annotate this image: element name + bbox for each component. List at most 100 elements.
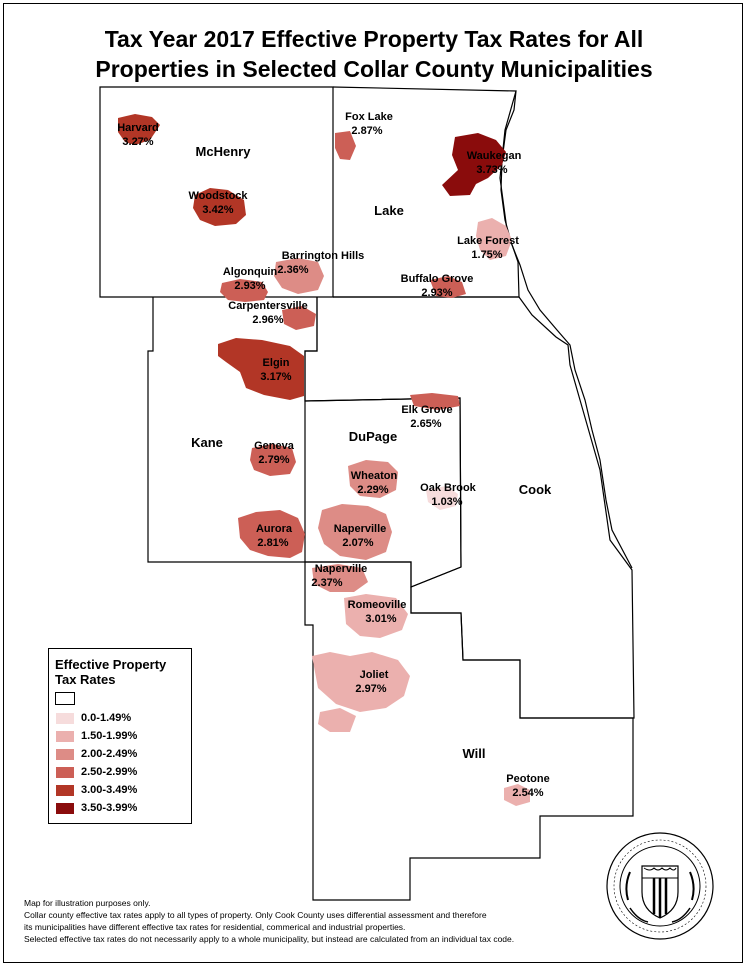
legend-title: Effective Property Tax Rates [55, 657, 166, 687]
oak-brook-name: Oak Brook [420, 482, 477, 494]
woodstock-area [193, 188, 246, 226]
county-label-lake: Lake [374, 203, 404, 218]
note-line: its municipalities have different effect… [24, 922, 406, 932]
woodstock-rate: 3.42% [202, 204, 233, 216]
joliet-rate: 2.97% [355, 683, 386, 695]
naperville-dupage-area [318, 504, 392, 560]
legend-item: 3.50-3.99% [55, 801, 137, 815]
waukegan-rate: 3.73% [476, 164, 507, 176]
map-title: Tax Year 2017 Effective Property Tax Rat… [0, 24, 748, 84]
naperville-dupage-rate: 2.07% [342, 537, 373, 549]
legend-empty-swatch [55, 691, 81, 705]
note-line: Selected effective tax rates do not nece… [24, 934, 515, 944]
municipality-shapes [118, 114, 530, 806]
elgin-rate: 3.17% [260, 371, 291, 383]
peotone-rate: 2.54% [512, 787, 543, 799]
buffalo-grove-area [430, 276, 466, 298]
legend-item: 0.0-1.49% [55, 711, 131, 725]
fox-lake-area [335, 131, 356, 160]
county-label-will: Will [463, 746, 486, 761]
fox-lake-rate: 2.87% [351, 125, 382, 137]
naperville-will-area [312, 564, 368, 592]
aurora-area [238, 510, 305, 558]
waukegan-name: Waukegan [467, 150, 522, 162]
note-line: Collar county effective tax rates apply … [24, 910, 487, 920]
buffalo-grove-rate: 2.93% [421, 287, 452, 299]
legend-title-line-2: Tax Rates [55, 672, 116, 687]
legend-title-line-1: Effective Property [55, 657, 167, 672]
algonquin-area [220, 279, 268, 302]
wheaton-rate: 2.29% [357, 484, 388, 496]
romeoville-name: Romeoville [348, 599, 407, 611]
elk-grove-rate: 2.65% [410, 418, 441, 430]
geneva-rate: 2.79% [258, 454, 289, 466]
cook-boundary [304, 296, 635, 719]
legend-swatch-4 [55, 783, 75, 797]
legend-swatch-2 [55, 747, 75, 761]
naperville-will-name: Naperville [315, 563, 368, 575]
map-frame [3, 3, 743, 963]
peotone-name: Peotone [506, 773, 549, 785]
wheaton-area [348, 460, 398, 498]
naperville-will-rate: 2.37% [311, 577, 342, 589]
elk-grove-area [410, 393, 460, 410]
county-labels: McHenry Lake Kane DuPage Cook Will [191, 144, 552, 761]
municipality-labels: Harvard 3.27% Woodstock 3.42% Algonquin … [117, 111, 549, 799]
romeoville-rate: 3.01% [365, 613, 396, 625]
civic-federation-seal-icon [606, 832, 714, 940]
elk-grove-name: Elk Grove [401, 404, 452, 416]
algonquin-rate: 2.93% [234, 280, 265, 292]
buffalo-grove-name: Buffalo Grove [401, 273, 474, 285]
romeoville-area [344, 594, 408, 638]
county-label-mchenry: McHenry [196, 144, 252, 159]
barrington-hills-area [274, 258, 324, 294]
aurora-rate: 2.81% [257, 537, 288, 549]
joliet-name: Joliet [360, 669, 389, 681]
waukegan-area [442, 133, 506, 196]
legend-swatch-1 [55, 729, 75, 743]
county-label-cook: Cook [519, 482, 552, 497]
aurora-name: Aurora [256, 523, 293, 535]
joliet-area [312, 652, 410, 712]
harvard-rate: 3.27% [122, 136, 153, 148]
oak-brook-rate: 1.03% [431, 496, 462, 508]
lake-forest-rate: 1.75% [471, 249, 502, 261]
algonquin-name: Algonquin [223, 266, 278, 278]
naperville-dupage-name: Naperville [334, 523, 387, 535]
legend-swatch-3 [55, 765, 75, 779]
elgin-area [218, 338, 304, 400]
legend-item: 3.00-3.49% [55, 783, 137, 797]
barrington-hills-name: Barrington Hills [282, 250, 365, 262]
carpentersville-area [282, 306, 316, 330]
title-line-2: Properties in Selected Collar County Mun… [95, 56, 653, 82]
lake-boundary [332, 86, 520, 298]
joliet-area-south [318, 708, 356, 732]
fox-lake-name: Fox Lake [345, 111, 393, 123]
title-line-1: Tax Year 2017 Effective Property Tax Rat… [104, 26, 644, 52]
county-label-dupage: DuPage [349, 429, 397, 444]
map-legend: Effective Property Tax Rates 0.0-1.49% 1… [48, 648, 192, 824]
harvard-name: Harvard [117, 122, 159, 134]
legend-item: 2.50-2.99% [55, 765, 137, 779]
oak-brook-area [426, 486, 458, 510]
lake-forest-name: Lake Forest [457, 235, 519, 247]
carpentersville-name: Carpentersville [228, 300, 307, 312]
harvard-area [118, 114, 160, 145]
legend-swatch-5 [55, 801, 75, 815]
geneva-name: Geneva [254, 440, 295, 452]
county-label-kane: Kane [191, 435, 223, 450]
legend-item: 1.50-1.99% [55, 729, 137, 743]
legend-item: 2.00-2.49% [55, 747, 137, 761]
woodstock-name: Woodstock [188, 190, 248, 202]
lake-forest-area [476, 218, 512, 260]
wheaton-name: Wheaton [351, 470, 398, 482]
geneva-area [250, 444, 296, 476]
barrington-hills-rate: 2.36% [277, 264, 308, 276]
legend-swatch-0 [55, 711, 75, 725]
note-line: Map for illustration purposes only. [24, 898, 151, 908]
carpentersville-rate: 2.96% [252, 314, 283, 326]
peotone-area [504, 784, 530, 806]
map-notes: Map for illustration purposes only. Coll… [24, 897, 684, 945]
county-boundaries [99, 86, 635, 901]
